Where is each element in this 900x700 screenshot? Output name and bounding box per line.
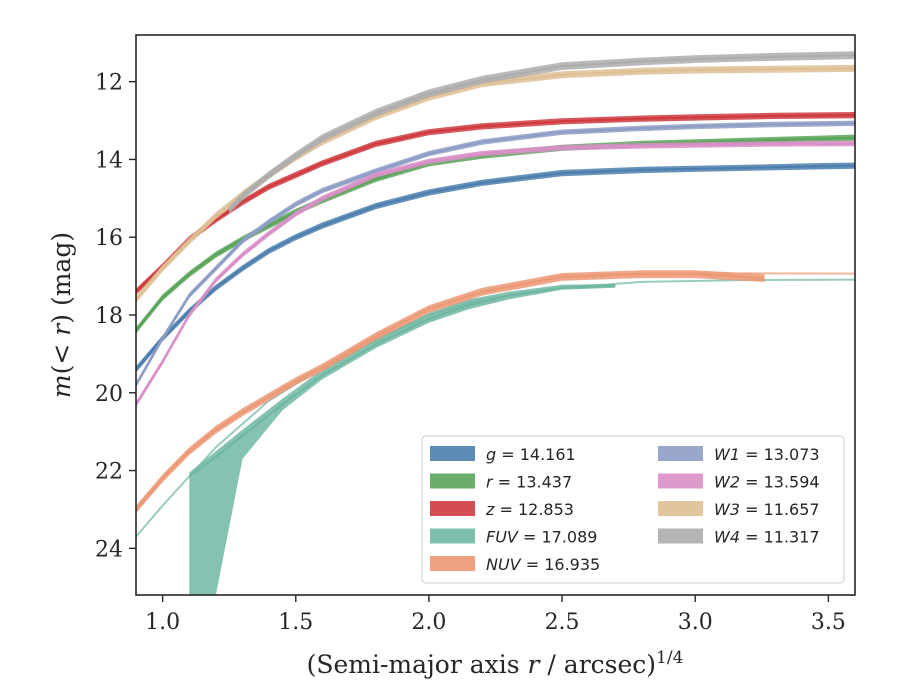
legend-swatch-w2 — [658, 473, 703, 489]
y-tick-label: 14 — [95, 148, 123, 173]
y-tick: 14 — [95, 148, 136, 173]
series-nuv — [136, 270, 855, 514]
x-tick: 3.0 — [678, 595, 713, 635]
series-w1 — [136, 120, 855, 388]
plot-series — [136, 51, 855, 595]
series-fuv-line — [188, 284, 616, 478]
legend-swatch-r — [430, 473, 475, 489]
legend-label-r: r = 13.437 — [486, 473, 572, 492]
legend-swatch-w4 — [658, 528, 703, 544]
legend-item-nuv: NUV = 16.935 — [430, 555, 600, 574]
series-w4 — [228, 51, 855, 214]
x-tick-label: 3.0 — [678, 610, 713, 635]
legend-label-z: z = 12.853 — [485, 500, 574, 519]
x-tick-label: 1.0 — [145, 610, 180, 635]
series-fuv — [136, 278, 855, 595]
x-tick: 2.5 — [545, 595, 580, 635]
series-w4-line — [228, 54, 855, 211]
legend-swatch-w3 — [658, 501, 703, 516]
series-w3-line — [136, 67, 855, 301]
legend-label-nuv: NUV = 16.935 — [486, 555, 600, 574]
series-w1-line — [136, 122, 855, 386]
x-tick: 3.5 — [811, 595, 846, 635]
x-tick-label: 2.0 — [411, 610, 446, 635]
y-axis-label: m(< r) (mag) — [47, 232, 76, 398]
series-w3 — [136, 64, 855, 303]
legend-swatch-nuv — [430, 556, 475, 571]
y-tick: 20 — [95, 382, 136, 407]
legend-swatch-g — [430, 446, 475, 461]
y-tick-label: 22 — [95, 460, 123, 485]
legend-item-z: z = 12.853 — [430, 500, 574, 519]
y-tick: 16 — [95, 226, 136, 251]
x-tick: 1.0 — [145, 595, 180, 635]
x-axis-label: (Semi-major axis r / arcsec)1/4 — [307, 648, 684, 679]
y-tick-label: 20 — [95, 382, 123, 407]
series-r — [136, 134, 855, 334]
legend-swatch-fuv — [430, 528, 475, 544]
legend: g = 14.161 r = 13.437 z = 12.853 FUV = 17.0… — [421, 435, 845, 584]
legend-item-w4: W4 = 11.317 — [658, 528, 820, 547]
series-g-line — [136, 164, 855, 371]
legend-label-g: g = 14.161 — [486, 445, 576, 464]
y-tick-label: 16 — [95, 226, 123, 251]
legend-item-w1: W1 = 13.073 — [658, 445, 820, 464]
y-tick: 22 — [95, 460, 136, 485]
series-g — [136, 162, 855, 373]
y-tick: 18 — [95, 304, 136, 329]
x-tick-label: 2.5 — [545, 610, 580, 635]
y-tick-label: 24 — [95, 537, 123, 562]
y-tick: 24 — [95, 537, 136, 562]
series-w2-line — [136, 142, 855, 405]
legend-item-w3: W3 = 11.657 — [658, 500, 820, 519]
legend-item-r: r = 13.437 — [430, 473, 572, 492]
x-tick-label: 3.5 — [811, 610, 846, 635]
legend-swatch-w1 — [658, 446, 703, 461]
y-tick-label: 12 — [95, 71, 123, 96]
x-tick: 2.0 — [411, 595, 446, 635]
series-r-band — [136, 134, 855, 334]
legend-label-w2: W2 = 13.594 — [714, 473, 820, 492]
legend-item-g: g = 14.161 — [430, 445, 576, 464]
y-axis-ticks: 12 14 16 18 20 22 24 — [95, 71, 136, 562]
legend-item-w2: W2 = 13.594 — [658, 473, 820, 492]
legend-box — [421, 435, 845, 584]
legend-label-fuv: FUV = 17.089 — [486, 528, 597, 547]
series-w2 — [136, 140, 855, 408]
legend-label-w3: W3 = 11.657 — [714, 500, 820, 519]
x-axis-ticks: 1.0 1.5 2.0 2.5 3.0 3.5 — [145, 595, 846, 635]
x-tick: 1.5 — [278, 595, 313, 635]
legend-swatch-z — [430, 501, 475, 516]
legend-label-w4: W4 = 11.317 — [714, 528, 820, 547]
legend-item-fuv: FUV = 17.089 — [430, 528, 597, 547]
y-tick: 12 — [95, 71, 136, 96]
x-tick-label: 1.5 — [278, 610, 313, 635]
legend-entries: g = 14.161 r = 13.437 z = 12.853 FUV = 17.0… — [430, 445, 820, 574]
legend-label-w1: W1 = 13.073 — [714, 445, 820, 464]
y-tick-label: 18 — [95, 304, 123, 329]
series-nuv-line — [136, 273, 765, 511]
